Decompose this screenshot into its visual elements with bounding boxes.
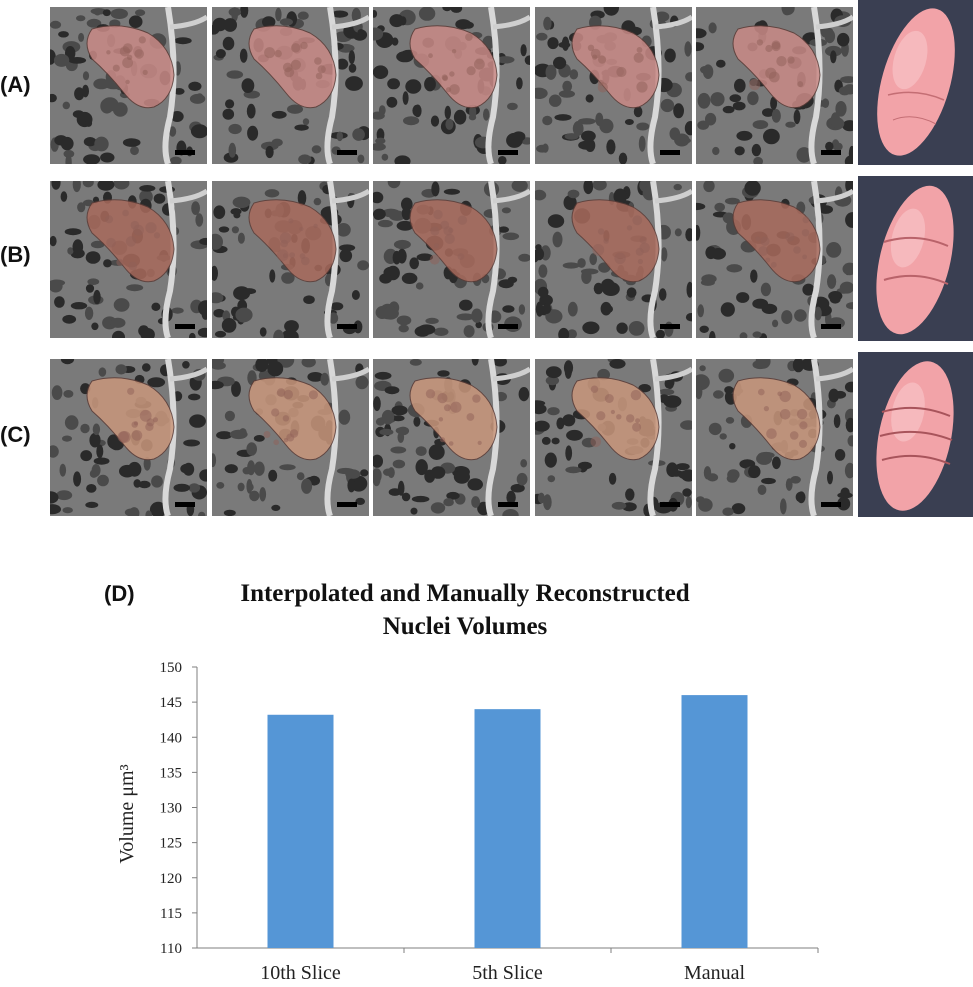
scale-bar	[337, 502, 357, 507]
scale-bar	[821, 150, 841, 155]
scale-bar	[498, 502, 518, 507]
em-slice-tile	[535, 359, 692, 516]
em-slice-tile	[696, 359, 853, 516]
scale-bar	[660, 502, 680, 507]
bar-manual	[681, 695, 748, 948]
x-category-label: 5th Slice	[472, 962, 543, 984]
y-tick-label: 115	[160, 906, 182, 922]
row-label-a: (A)	[0, 72, 31, 97]
y-tick-label: 135	[160, 765, 183, 781]
y-tick-label: 130	[160, 801, 183, 817]
x-category-label: Manual	[684, 962, 746, 984]
em-slice-tile	[373, 359, 530, 516]
em-slice-tile	[535, 181, 692, 338]
scale-bar	[821, 324, 841, 329]
scale-bar	[821, 502, 841, 507]
em-slice-tile	[50, 7, 207, 164]
y-tick-label: 120	[160, 871, 183, 887]
volume-bar-chart: Interpolated and Manually Reconstructed …	[116, 580, 819, 984]
y-tick-label: 150	[160, 660, 183, 676]
scale-bar	[337, 150, 357, 155]
em-slice-tile	[50, 181, 207, 338]
em-slice-tile	[696, 181, 853, 338]
chart-subtitle: Nuclei Volumes	[383, 613, 548, 640]
scale-bar	[498, 324, 518, 329]
scale-bar	[660, 324, 680, 329]
em-slice-tile	[212, 359, 369, 516]
nucleus-3d-render-a	[858, 0, 973, 165]
y-tick-label: 140	[160, 730, 183, 746]
em-slice-tile	[50, 359, 207, 516]
em-slice-tile	[696, 7, 853, 164]
nucleus-3d-render-c	[858, 352, 973, 517]
panel-d-label: (D)	[104, 581, 135, 606]
chart-title: Interpolated and Manually Reconstructed	[240, 580, 689, 607]
scale-bar	[175, 150, 195, 155]
y-tick-label: 110	[160, 941, 182, 957]
y-axis-label: Volume μm³	[116, 764, 138, 863]
em-slice-tile	[212, 7, 369, 164]
em-slice-tile	[373, 181, 530, 338]
bar-10th-slice	[267, 714, 334, 948]
y-tick-label: 125	[160, 836, 183, 852]
scale-bar	[175, 324, 195, 329]
em-slice-tile	[373, 7, 530, 164]
y-tick-label: 145	[160, 695, 183, 711]
em-slice-tile	[212, 181, 369, 338]
scale-bar	[337, 324, 357, 329]
scale-bar	[175, 502, 195, 507]
row-label-b: (B)	[0, 242, 31, 267]
scale-bar	[498, 150, 518, 155]
nucleus-3d-render-b	[858, 176, 973, 341]
em-slice-tile	[535, 7, 692, 164]
row-label-c: (C)	[0, 422, 31, 447]
scale-bar	[660, 150, 680, 155]
x-category-label: 10th Slice	[260, 962, 341, 984]
bar-5th-slice	[474, 709, 541, 948]
